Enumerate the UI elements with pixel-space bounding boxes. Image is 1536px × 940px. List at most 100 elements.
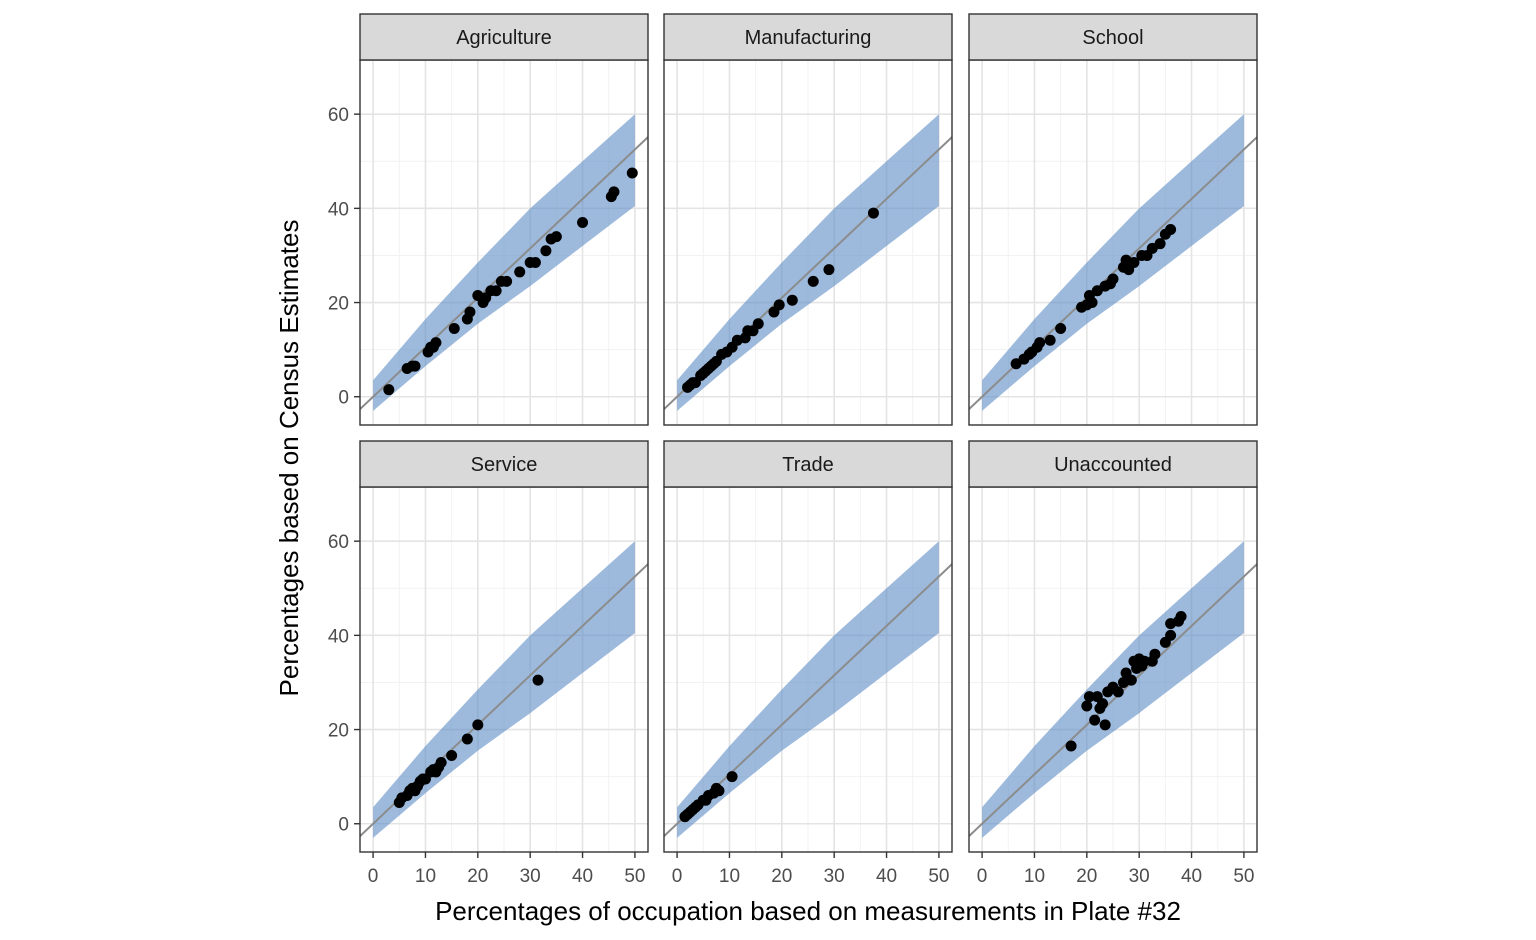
x-tick-label: 30 <box>1129 866 1150 887</box>
x-tick-label: 50 <box>928 866 949 887</box>
data-point <box>726 771 738 783</box>
data-point <box>1154 238 1166 250</box>
axes: 0 20 40 60 0 20 40 60 0 10 20 30 40 50 0 10 20 30 40 50 0 10 2… <box>328 105 1255 887</box>
data-point <box>446 749 458 761</box>
x-tick-label: 0 <box>977 866 988 887</box>
data-point <box>409 360 421 372</box>
data-point <box>435 757 447 769</box>
x-axis-unaccounted: 0 10 20 30 40 50 <box>977 852 1254 887</box>
data-point <box>1149 648 1161 660</box>
x-tick-label: 20 <box>771 866 792 887</box>
data-point <box>1081 700 1093 712</box>
facet-strip <box>968 13 1258 61</box>
x-tick-label: 40 <box>1181 866 1202 887</box>
data-point <box>532 674 544 686</box>
data-point <box>529 257 541 269</box>
data-point <box>430 337 442 349</box>
data-point <box>1097 698 1109 710</box>
data-point <box>1125 674 1137 686</box>
y-tick-label: 20 <box>328 721 349 742</box>
panel-data <box>360 114 648 411</box>
x-tick-label: 0 <box>672 866 683 887</box>
y-tick-label: 20 <box>328 294 349 315</box>
data-point <box>1055 322 1067 334</box>
data-point <box>1165 224 1177 236</box>
facet-strip <box>968 440 1258 488</box>
panel-data <box>664 114 952 411</box>
y-axis-row-2: 0 20 40 60 <box>328 532 360 836</box>
x-tick-label: 40 <box>876 866 897 887</box>
y-tick-label: 60 <box>328 105 349 126</box>
panel-trade: Trade <box>663 440 953 853</box>
x-tick-label: 10 <box>1024 866 1045 887</box>
data-point <box>464 306 476 318</box>
x-tick-label: 20 <box>1076 866 1097 887</box>
x-tick-label: 40 <box>572 866 593 887</box>
x-axis-trade: 0 10 20 30 40 50 <box>672 852 949 887</box>
data-point <box>490 285 502 297</box>
y-tick-label: 40 <box>328 199 349 220</box>
confidence-band <box>677 541 939 838</box>
data-point <box>514 266 526 278</box>
y-axis-title: Percentages based on Census Estimates <box>274 220 304 697</box>
x-tick-label: 10 <box>415 866 436 887</box>
panel-data <box>664 541 952 838</box>
data-point <box>1065 740 1077 752</box>
data-point <box>1165 629 1177 641</box>
data-point <box>461 733 473 745</box>
y-tick-label: 60 <box>328 532 349 553</box>
panel-data <box>969 541 1257 838</box>
facet-strip <box>663 13 953 61</box>
data-point <box>1086 297 1098 309</box>
panel-data <box>969 114 1257 411</box>
y-tick-label: 40 <box>328 626 349 647</box>
panel-manufacturing: Manufacturing <box>663 13 953 426</box>
x-tick-label: 20 <box>467 866 488 887</box>
data-point <box>1044 334 1056 346</box>
x-tick-label: 50 <box>624 866 645 887</box>
data-point <box>867 207 879 219</box>
data-point <box>577 216 589 228</box>
data-point <box>383 384 395 396</box>
data-point <box>608 186 620 198</box>
data-point <box>1175 611 1187 623</box>
facet-label-agriculture: Agriculture <box>456 27 552 49</box>
reference-line <box>969 563 1257 837</box>
facet-label-school: School <box>1082 27 1143 49</box>
data-point <box>626 167 638 179</box>
x-axis-service: 0 10 20 30 40 50 <box>368 852 645 887</box>
facet-strip <box>359 13 649 61</box>
data-point <box>550 231 562 243</box>
panel-data <box>360 541 648 838</box>
data-point <box>1034 337 1046 349</box>
confidence-band <box>373 114 635 411</box>
data-point <box>807 275 819 287</box>
panel-unaccounted: Unaccounted <box>968 440 1258 853</box>
facet-panels: Agriculture Manufacturing School Service Tra… <box>359 13 1258 853</box>
data-point <box>1083 691 1095 703</box>
x-tick-label: 10 <box>719 866 740 887</box>
data-point <box>1112 686 1124 698</box>
facet-label-trade: Trade <box>782 454 834 476</box>
facet-label-service: Service <box>471 454 538 476</box>
data-point <box>786 294 798 306</box>
data-point <box>501 275 513 287</box>
facet-strip <box>663 440 953 488</box>
x-tick-label: 0 <box>368 866 379 887</box>
data-point <box>773 299 785 311</box>
data-point <box>1138 655 1150 667</box>
data-point <box>1128 257 1140 269</box>
x-tick-label: 50 <box>1233 866 1254 887</box>
data-point <box>1089 714 1101 726</box>
data-point <box>823 264 835 276</box>
facet-label-manufacturing: Manufacturing <box>745 27 872 49</box>
y-axis-row-1: 0 20 40 60 <box>328 105 360 409</box>
x-axis-title: Percentages of occupation based on measu… <box>435 896 1181 926</box>
y-tick-label: 0 <box>338 388 349 409</box>
data-point <box>472 719 484 731</box>
y-tick-label: 0 <box>338 815 349 836</box>
data-point <box>752 318 764 330</box>
facet-strip <box>359 440 649 488</box>
panel-service: Service <box>359 440 649 853</box>
